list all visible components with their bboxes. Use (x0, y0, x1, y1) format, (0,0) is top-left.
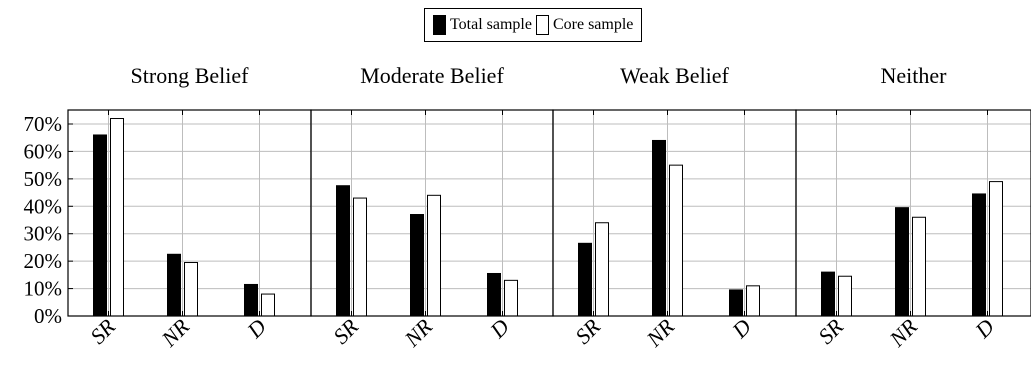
bar-total-sample-d (244, 283, 258, 317)
x-tick-label-d: D (241, 314, 271, 344)
y-tick-label: 10% (24, 277, 63, 301)
bar-core-sample-sr (595, 222, 609, 317)
bar-core-sample-d (261, 293, 275, 317)
y-tick-label: 60% (24, 139, 63, 163)
legend-label-core: Core sample (552, 16, 634, 33)
y-tick-label: 70% (24, 112, 63, 136)
panel-title: Moderate Belief (360, 63, 504, 88)
x-tick-label-nr: NR (156, 313, 195, 352)
bar-core-sample-nr (912, 216, 926, 317)
panel-frame (795, 109, 1031, 317)
bar-total-sample-nr (895, 207, 909, 317)
panel-title: Strong Belief (131, 63, 250, 88)
chart-legend: Total sample Core sample (424, 8, 643, 42)
bar-total-sample-sr (578, 242, 592, 317)
bar-core-sample-nr (669, 164, 683, 317)
bar-total-sample-sr (93, 134, 107, 317)
x-tick-label-sr: SR (85, 313, 120, 348)
legend-label-total: Total sample (450, 16, 532, 33)
bar-core-sample-d (746, 285, 760, 317)
bar-core-sample-sr (353, 197, 367, 317)
x-tick-label-nr: NR (641, 313, 680, 352)
x-tick-label-nr: NR (884, 313, 923, 352)
bar-core-sample-nr (427, 194, 441, 317)
bar-core-sample-nr (184, 262, 198, 317)
legend-entry-total: Total sample (433, 15, 532, 35)
x-tick-label-d: D (484, 314, 514, 344)
y-tick-label: 0% (34, 304, 62, 328)
bar-total-sample-d (729, 289, 743, 317)
bar-total-sample-d (972, 193, 986, 317)
bar-total-sample-sr (336, 185, 350, 317)
panel-title: Neither (881, 63, 948, 88)
panel-title: Weak Belief (620, 63, 729, 88)
bar-total-sample-sr (821, 271, 835, 317)
bar-core-sample-d (989, 181, 1003, 317)
legend-swatch-total (433, 15, 446, 35)
bar-core-sample-d (504, 279, 518, 317)
y-tick-label: 20% (24, 249, 63, 273)
y-tick-label: 40% (24, 194, 63, 218)
bar-total-sample-nr (410, 214, 424, 317)
y-tick-label: 50% (24, 167, 63, 191)
y-tick-label: 30% (24, 222, 63, 246)
x-tick-label-d: D (969, 314, 999, 344)
x-tick-label-sr: SR (328, 313, 363, 348)
x-tick-label-d: D (726, 314, 756, 344)
legend-swatch-core (535, 15, 549, 35)
legend-entry-core: Core sample (535, 15, 634, 35)
bar-core-sample-sr (838, 275, 852, 317)
bar-total-sample-nr (652, 139, 666, 317)
x-tick-label-sr: SR (813, 313, 848, 348)
bar-total-sample-d (487, 272, 501, 317)
bar-core-sample-sr (110, 118, 124, 317)
x-tick-label-nr: NR (399, 313, 438, 352)
bar-total-sample-nr (167, 253, 181, 317)
x-tick-label-sr: SR (570, 313, 605, 348)
